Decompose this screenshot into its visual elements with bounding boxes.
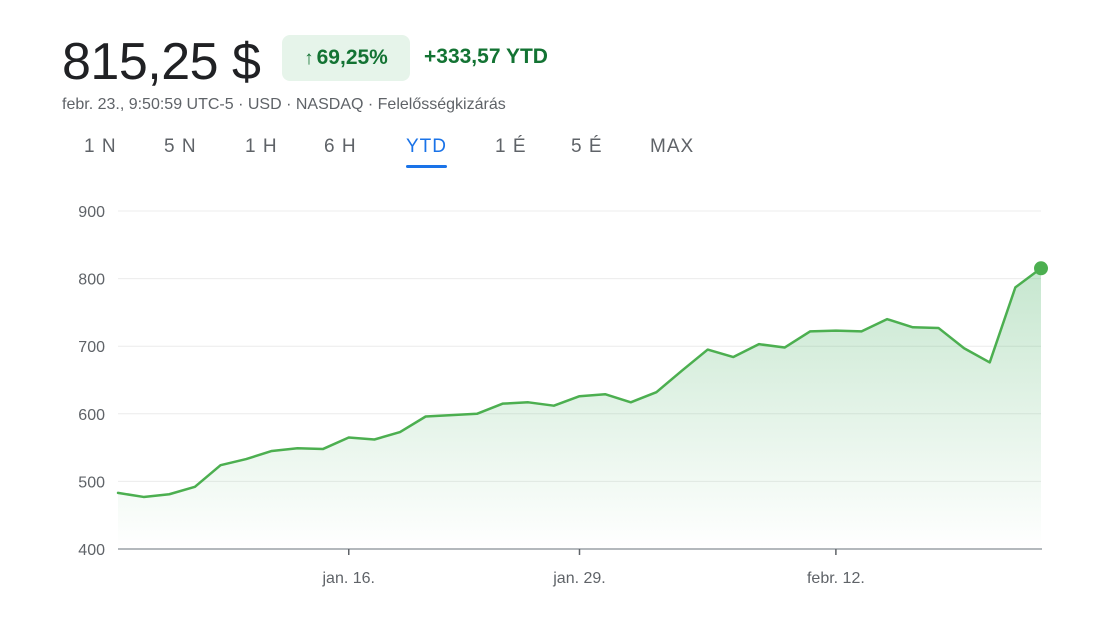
data-point [219,463,223,467]
change-percent-value: 69,25% [316,46,388,69]
data-point [270,449,274,453]
data-point [1013,285,1017,289]
data-point [654,390,658,394]
data-point [706,348,710,352]
data-point [962,346,966,350]
area-fill [118,268,1041,549]
data-point [398,430,402,434]
data-point [860,329,864,333]
data-point [911,325,915,329]
data-point [321,447,325,451]
data-point [731,355,735,359]
quote-meta-info: febr. 23., 9:50:59 UTC-5 · USD · NASDAQ … [62,96,506,113]
tab-1h[interactable]: 1 H [245,136,278,158]
tab-max[interactable]: MAX [650,136,694,158]
tab-label: 5 É [571,136,603,157]
tab-5e[interactable]: 5 É [571,136,603,158]
y-tick-label: 800 [78,272,105,289]
y-tick-label: 400 [78,542,105,559]
arrow-up-icon: ↑ [304,47,314,69]
price-chart[interactable]: 900 800 700 600 500 400 jan. 16. jan. 29. febr. … [0,190,1109,610]
stock-price: 815,25 $ [62,33,261,91]
y-tick-label: 600 [78,407,105,424]
y-tick-label: 700 [78,339,105,356]
data-point [167,492,171,496]
data-point [808,329,812,333]
tab-6h[interactable]: 6 H [324,136,357,158]
data-point [193,485,197,489]
active-tab-indicator [406,165,447,168]
tab-5n[interactable]: 5 N [164,136,197,158]
data-point [501,402,505,406]
change-percent-badge: ↑ 69,25% [282,35,410,81]
tab-label: 5 N [164,136,197,157]
ytd-change-value: +333,57 YTD [424,45,548,68]
data-point [603,392,607,396]
data-point [552,404,556,408]
data-point [295,446,299,450]
data-point [885,317,889,321]
data-point [347,435,351,439]
y-tick-label: 900 [78,204,105,221]
current-price-dot [1034,261,1048,276]
data-point [578,394,582,398]
data-point [475,412,479,416]
price-line [116,267,1043,499]
data-point [424,415,428,419]
tab-label: 1 N [84,136,117,157]
tab-1e[interactable]: 1 É [495,136,527,158]
data-point [116,491,120,495]
x-tick-label: jan. 16. [322,570,375,587]
x-tick-label: jan. 29. [552,570,605,587]
data-point [372,437,376,441]
x-tick-label: febr. 12. [807,570,865,587]
data-point [142,495,146,499]
data-point [244,457,248,461]
data-point [783,346,787,350]
data-point [936,326,940,330]
y-tick-label: 500 [78,474,105,491]
tab-ytd[interactable]: YTD [406,136,447,168]
tab-label: 1 É [495,136,527,157]
data-point [834,329,838,333]
tab-1n[interactable]: 1 N [84,136,117,158]
data-point [526,400,530,404]
data-point [449,413,453,417]
data-point [988,360,992,364]
tab-label: MAX [650,136,695,157]
data-point [629,400,633,404]
tab-label: 6 H [324,136,357,157]
tab-label: YTD [406,136,447,157]
tab-label: 1 H [245,136,278,157]
data-point [680,369,684,373]
data-point [757,342,761,346]
